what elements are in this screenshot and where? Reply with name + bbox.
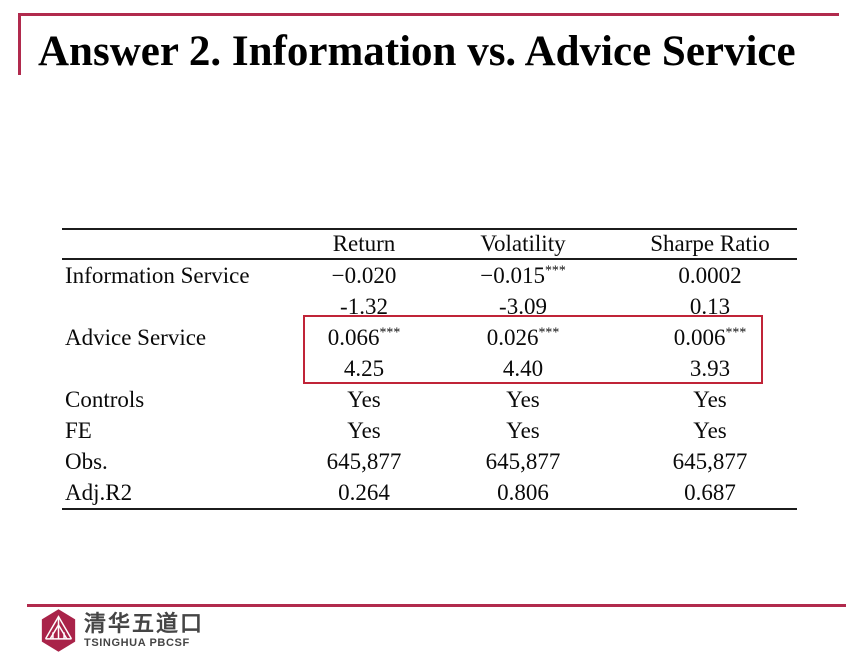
regression-table: Return Volatility Sharpe Ratio Informati… xyxy=(62,228,797,510)
header-return: Return xyxy=(332,231,396,256)
cell: 645,877 xyxy=(672,448,748,474)
cell: 0.806 xyxy=(497,479,549,505)
hexagon-logo-icon xyxy=(41,609,76,652)
cell: Yes xyxy=(693,417,727,443)
cell: Yes xyxy=(506,417,540,443)
left-accent-line xyxy=(18,13,21,75)
table-row: 4.25 4.40 3.93 xyxy=(62,353,797,384)
logo-english-text: TSINGHUA PBCSF xyxy=(84,636,190,649)
cell: 0.0002 xyxy=(678,262,742,288)
row-label: FE xyxy=(65,417,92,443)
cell: 0.264 xyxy=(338,479,390,505)
row-label: Obs. xyxy=(65,448,108,474)
table-row: Adj.R2 0.264 0.806 0.687 xyxy=(62,477,797,509)
cell: 4.25 xyxy=(343,355,385,381)
cell: 0.13 xyxy=(689,293,731,319)
cell: -1.32 xyxy=(340,293,388,319)
bottom-accent-line xyxy=(27,604,846,607)
cell: −0.015*** xyxy=(480,261,566,288)
row-label xyxy=(62,291,305,322)
cell: 645,877 xyxy=(326,448,402,474)
cell: -3.09 xyxy=(499,293,547,319)
table-row: -1.32 -3.09 0.13 xyxy=(62,291,797,322)
top-accent-line xyxy=(18,13,839,16)
table-header-row: Return Volatility Sharpe Ratio xyxy=(62,229,797,259)
cell: 0.026*** xyxy=(486,323,560,350)
table-row: Information Service −0.020 −0.015*** 0.0… xyxy=(62,259,797,291)
row-label: Information Service xyxy=(65,262,250,288)
row-label: Controls xyxy=(65,386,145,412)
row-label xyxy=(62,353,305,384)
cell: Yes xyxy=(506,386,540,412)
advice-service-highlight-box xyxy=(303,315,763,384)
header-volatility: Volatility xyxy=(480,231,566,256)
cell: 645,877 xyxy=(485,448,561,474)
table-row: Advice Service 0.066*** 0.026*** 0.006**… xyxy=(62,322,797,353)
cell: −0.020 xyxy=(331,262,397,288)
table-row: FE Yes Yes Yes xyxy=(62,415,797,446)
table-row: Controls Yes Yes Yes xyxy=(62,384,797,415)
table-row: Obs. 645,877 645,877 645,877 xyxy=(62,446,797,477)
cell: 4.40 xyxy=(502,355,544,381)
cell: Yes xyxy=(347,417,381,443)
cell: 0.687 xyxy=(684,479,736,505)
cell: 3.93 xyxy=(689,355,731,381)
tsinghua-pbcsf-logo: 清华五道口 TSINGHUA PBCSF xyxy=(40,608,204,653)
row-label: Adj.R2 xyxy=(65,479,133,505)
header-empty xyxy=(62,229,305,259)
logo-chinese-text: 清华五道口 xyxy=(84,611,205,637)
header-sharpe-ratio: Sharpe Ratio xyxy=(650,231,770,256)
cell: 0.006*** xyxy=(673,323,747,350)
cell: Yes xyxy=(693,386,727,412)
row-label: Advice Service xyxy=(65,324,207,350)
cell: 0.066*** xyxy=(327,323,401,350)
slide-title: Answer 2. Information vs. Advice Service xyxy=(38,28,796,75)
cell: Yes xyxy=(347,386,381,412)
